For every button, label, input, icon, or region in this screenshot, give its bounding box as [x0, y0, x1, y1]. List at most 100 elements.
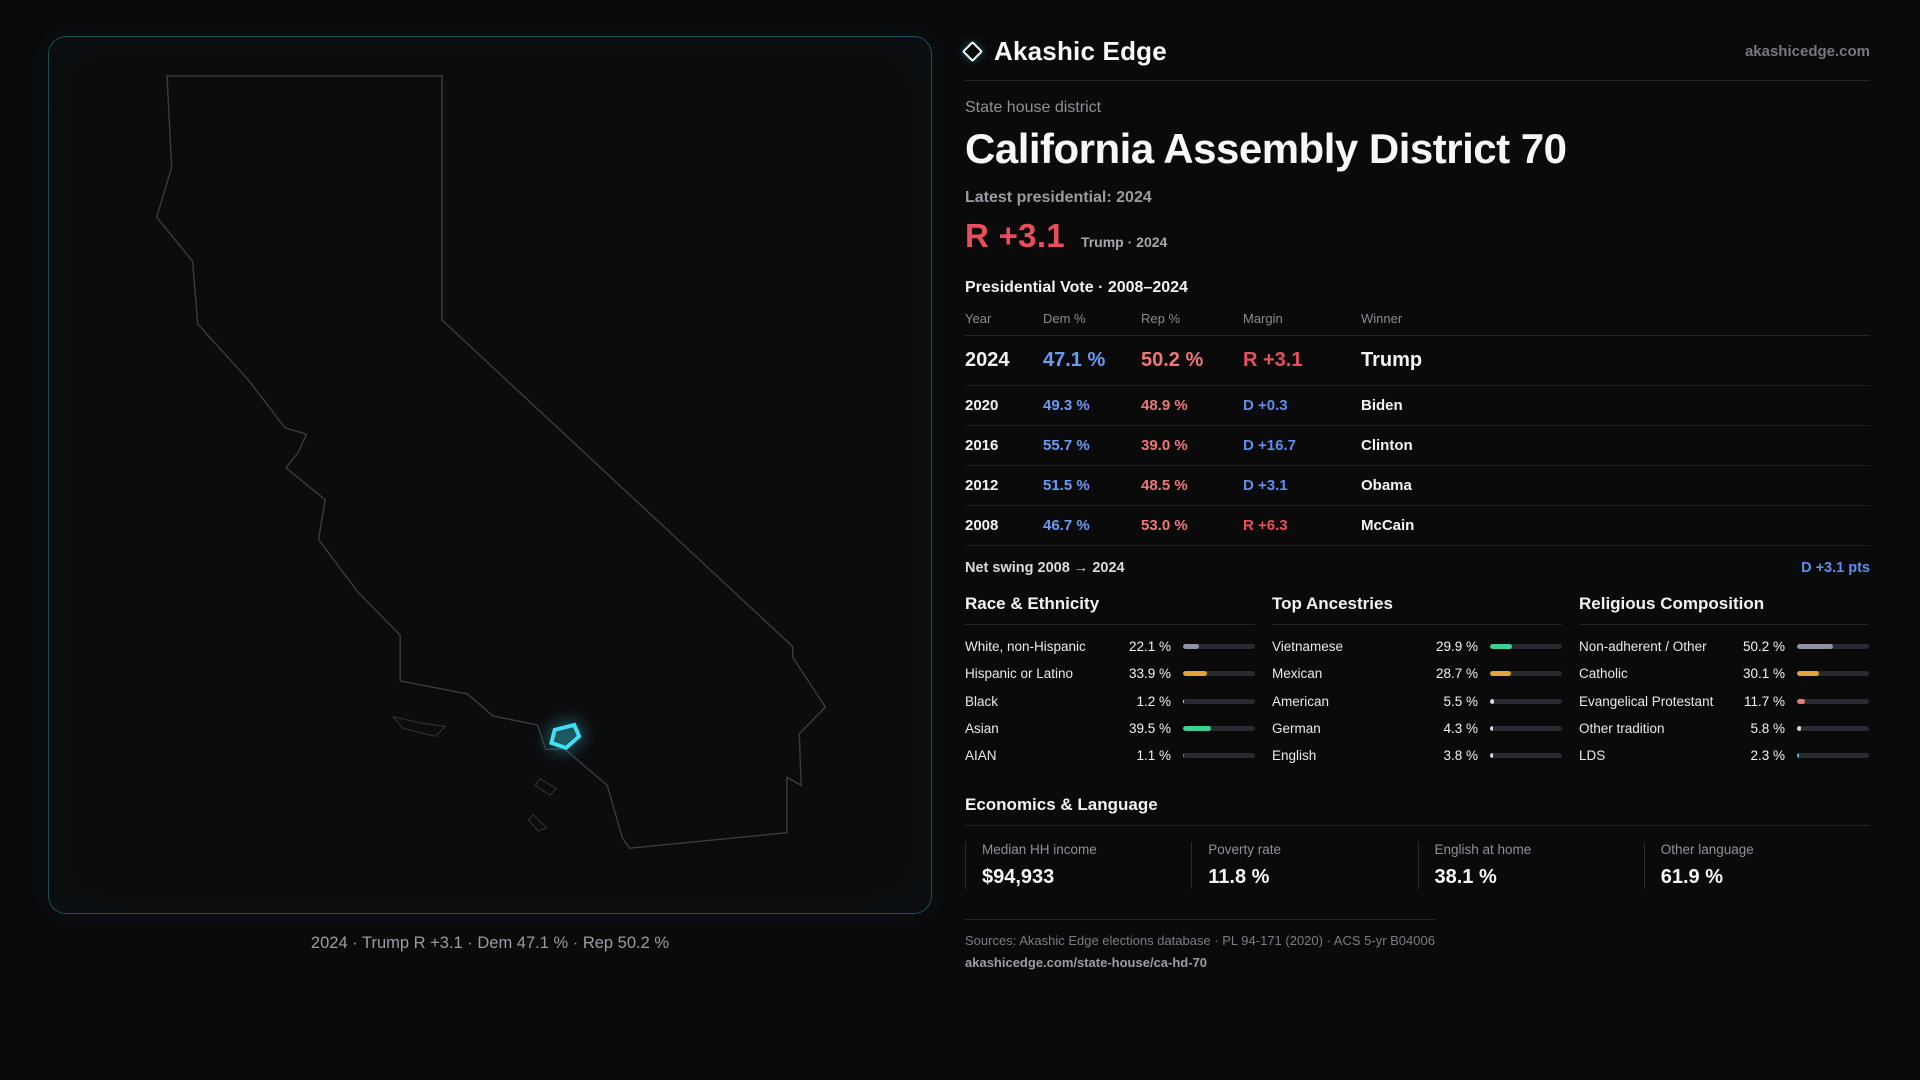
- channel-islands: [393, 717, 445, 737]
- rep-cell: 48.5 %: [1141, 477, 1188, 494]
- map-caption: 2024 · Trump R +3.1 · Dem 47.1 % · Rep 5…: [310, 934, 670, 952]
- top-ancestries-column: Top Ancestries Vietnamese 29.9 % Mexican…: [1272, 594, 1562, 769]
- district-kicker: State house district: [965, 99, 1102, 116]
- col-year: Year: [965, 311, 992, 326]
- stat-english-at-home: English at home 38.1 %: [1417, 842, 1644, 890]
- vote-table-title: Presidential Vote · 2008–2024: [965, 279, 1188, 296]
- demo-label: Black: [965, 693, 999, 709]
- brand-domain-link[interactable]: akashicedge.com: [1744, 42, 1870, 60]
- col-dem: Dem %: [1043, 311, 1086, 326]
- col-rep: Rep %: [1141, 311, 1181, 326]
- permalink-text[interactable]: akashicedge.com/state-house/ca-hd-70: [965, 955, 1208, 971]
- vote-row-2020: 2020 49.3 % 48.9 % D +0.3 Biden: [965, 386, 1870, 426]
- demo-value: 29.9 %: [1435, 639, 1478, 655]
- religious-composition-column: Religious Composition Non-adherent / Oth…: [1579, 594, 1869, 769]
- margin-cell: D +0.3: [1243, 397, 1288, 414]
- demo-row: Non-adherent / Other 50.2 %: [1579, 633, 1869, 660]
- vote-row-2012: 2012 51.5 % 48.5 % D +3.1 Obama: [965, 466, 1870, 506]
- dem-cell: 51.5 %: [1043, 477, 1090, 494]
- demo-bar: [1490, 725, 1562, 731]
- page-title: California Assembly District 70: [965, 125, 1567, 172]
- margin-cell: D +3.1: [1243, 477, 1288, 494]
- footer-divider: [965, 919, 1435, 921]
- economics-stats: Median HH income $94,933 Poverty rate 11…: [965, 842, 1870, 890]
- demo-label: Vietnamese: [1272, 639, 1344, 654]
- brand-diamond-icon: [961, 40, 984, 62]
- stat-value: 38.1 %: [1434, 866, 1497, 889]
- demo-value: 2.3 %: [1750, 748, 1785, 764]
- religious-composition-title: Religious Composition: [1579, 594, 1869, 625]
- demo-label: Mexican: [1272, 666, 1323, 682]
- district-map-panel: [48, 36, 932, 914]
- demo-label: Other tradition: [1579, 720, 1665, 736]
- demo-label: German: [1272, 720, 1321, 736]
- header-divider: [965, 80, 1870, 81]
- demo-row: American 5.5 %: [1272, 688, 1562, 715]
- net-swing-row: Net swing 2008 → 2024 D +3.1 pts: [965, 546, 1870, 586]
- app-header: Akashic Edge akashicedge.com: [961, 34, 1870, 68]
- demo-value: 3.8 %: [1443, 748, 1478, 764]
- headline-margin-block: R +3.1 Trump · 2024: [965, 217, 1870, 255]
- demo-row: White, non-Hispanic 22.1 %: [965, 633, 1255, 660]
- stat-label: English at home: [1434, 842, 1532, 858]
- rep-cell: 50.2 %: [1141, 349, 1204, 371]
- rep-cell: 39.0 %: [1141, 437, 1188, 454]
- demo-value: 5.5 %: [1443, 693, 1478, 709]
- demo-value: 5.8 %: [1750, 720, 1785, 736]
- winner-cell: McCain: [1361, 517, 1415, 534]
- demo-row: Evangelical Protestant 11.7 %: [1579, 688, 1869, 715]
- demo-label: Hispanic or Latino: [965, 666, 1074, 682]
- stat-poverty-rate: Poverty rate 11.8 %: [1191, 842, 1417, 890]
- stat-other-language: Other language 61.9 %: [1643, 842, 1870, 890]
- demo-bar: [1490, 671, 1562, 677]
- vote-row-2016: 2016 55.7 % 39.0 % D +16.7 Clinton: [965, 426, 1870, 466]
- dem-cell: 47.1 %: [1043, 349, 1106, 371]
- latest-presidential-label: Latest presidential: 2024: [965, 189, 1152, 206]
- demo-bar: [1797, 725, 1869, 731]
- winner-cell: Obama: [1361, 477, 1412, 494]
- margin-cell: R +3.1: [1243, 349, 1303, 371]
- margin-cell: R +6.3: [1243, 517, 1288, 534]
- demo-row: English 3.8 %: [1272, 742, 1562, 769]
- demo-label: Non-adherent / Other: [1579, 639, 1707, 654]
- catalina-island: [535, 779, 556, 795]
- demo-bar: [1490, 753, 1562, 759]
- year-cell: 2016: [965, 437, 999, 454]
- race-ethnicity-title: Race & Ethnicity: [965, 594, 1255, 625]
- col-margin: Margin: [1243, 311, 1283, 326]
- demo-bar: [1183, 725, 1255, 731]
- report-panel: Akashic Edge akashicedge.com State house…: [961, 34, 1870, 970]
- brand: Akashic Edge: [961, 36, 1167, 67]
- demo-bar: [1490, 644, 1562, 650]
- stat-median-hh-income: Median HH income $94,933: [965, 842, 1191, 890]
- vote-row-2008: 2008 46.7 % 53.0 % R +6.3 McCain: [965, 506, 1870, 546]
- stat-label: Poverty rate: [1208, 842, 1282, 858]
- winner-cell: Trump: [1361, 349, 1423, 371]
- demo-row: LDS 2.3 %: [1579, 742, 1869, 769]
- demo-value: 28.7 %: [1435, 666, 1478, 682]
- demo-row: Vietnamese 29.9 %: [1272, 633, 1562, 660]
- demo-value: 1.2 %: [1136, 693, 1171, 709]
- san-clemente-island: [529, 815, 547, 831]
- demo-row: Catholic 30.1 %: [1579, 660, 1869, 687]
- demo-row: Other tradition 5.8 %: [1579, 715, 1869, 742]
- footer: Sources: Akashic Edge elections database…: [965, 919, 1870, 970]
- dem-cell: 46.7 %: [1043, 517, 1090, 534]
- demo-label: English: [1272, 748, 1317, 764]
- rep-cell: 48.9 %: [1141, 397, 1188, 414]
- top-ancestries-title: Top Ancestries: [1272, 594, 1562, 625]
- district-70-shape: [549, 722, 582, 751]
- stat-label: Other language: [1660, 842, 1754, 858]
- demo-value: 39.5 %: [1128, 720, 1171, 736]
- winner-cell: Biden: [1361, 397, 1403, 414]
- rep-cell: 53.0 %: [1141, 517, 1188, 534]
- net-swing-label: Net swing 2008 → 2024: [965, 560, 1125, 576]
- demo-label: White, non-Hispanic: [965, 639, 1086, 654]
- demo-value: 30.1 %: [1742, 666, 1785, 682]
- dem-cell: 49.3 %: [1043, 397, 1090, 414]
- race-ethnicity-column: Race & Ethnicity White, non-Hispanic 22.…: [965, 594, 1255, 769]
- demo-row: German 4.3 %: [1272, 715, 1562, 742]
- demo-value: 22.1 %: [1128, 639, 1171, 655]
- margin-cell: D +16.7: [1243, 437, 1296, 454]
- demo-row: Mexican 28.7 %: [1272, 660, 1562, 687]
